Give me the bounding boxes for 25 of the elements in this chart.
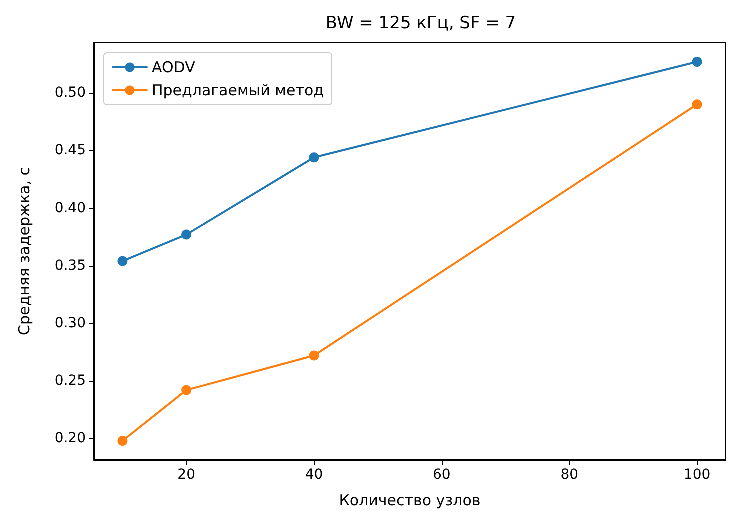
x-tick-label: 40: [305, 467, 324, 483]
chart-title: BW = 125 кГц, SF = 7: [326, 14, 516, 34]
point: [118, 436, 128, 446]
x-tick-label: 80: [560, 467, 579, 483]
point: [118, 256, 128, 266]
y-tick-label: 0.40: [54, 200, 86, 216]
y-tick-label: 0.30: [54, 315, 86, 332]
point: [692, 100, 702, 110]
x-tick-label: 60: [433, 467, 451, 483]
y-tick-label: 0.25: [54, 373, 86, 390]
point: [182, 385, 192, 396]
point: [692, 57, 702, 68]
y-tick-label: 0.50: [54, 85, 86, 102]
y-tick-label: 0.35: [54, 258, 86, 274]
x-axis-title: Количество узлов: [339, 492, 481, 510]
x-tick-label: 20: [178, 467, 196, 483]
y-tick-label: 0.20: [54, 430, 86, 447]
point: [182, 230, 192, 240]
legend-label: AODV: [152, 58, 196, 76]
y-tick-label: 0.45: [54, 142, 86, 159]
point: [309, 350, 320, 361]
point: [309, 152, 320, 163]
x-tick-label: 100: [684, 467, 711, 483]
y-axis-title: Средняя задержка, с: [16, 167, 34, 336]
legend-label: Предлагаемый метод: [152, 82, 324, 100]
